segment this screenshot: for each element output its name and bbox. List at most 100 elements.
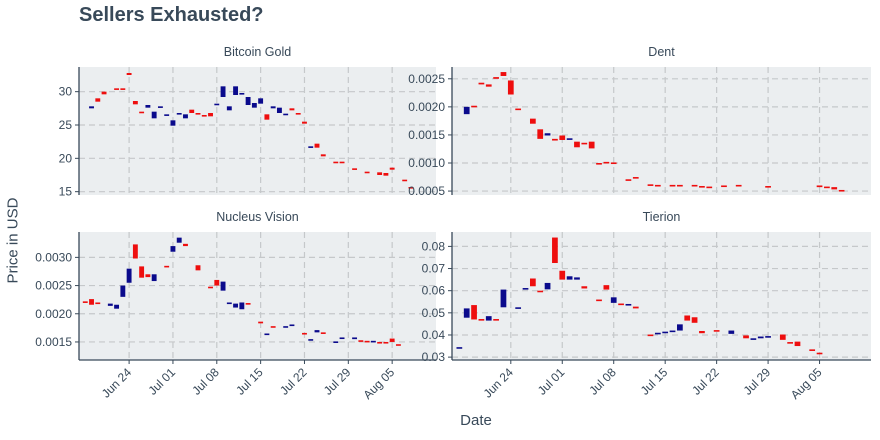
- y-tick-label: 0.0010: [408, 156, 445, 170]
- candle-dent: [838, 189, 845, 192]
- panel-background-dent: [452, 67, 871, 195]
- candle-nucleus-vision: [395, 344, 401, 346]
- y-tick-label: 0.0020: [35, 307, 72, 321]
- candle-nucleus-vision: [139, 266, 145, 278]
- candle-bitcoin-gold: [314, 143, 320, 148]
- y-tick-label: 25: [59, 118, 73, 132]
- candle-tierion: [544, 282, 551, 290]
- y-tick-label: 0.05: [422, 306, 446, 320]
- candle-bitcoin-gold: [114, 88, 120, 90]
- candle-tierion: [581, 286, 588, 289]
- candle-dent: [559, 135, 566, 140]
- candle-tierion: [515, 307, 522, 309]
- x-tick-label: Jul 15: [233, 365, 266, 398]
- candle-nucleus-vision: [95, 302, 101, 305]
- candle-tierion: [654, 332, 661, 335]
- y-tick-label: 0.04: [422, 328, 446, 342]
- candle-bitcoin-gold: [339, 161, 345, 164]
- candle-nucleus-vision: [383, 341, 389, 344]
- candle-bitcoin-gold: [151, 111, 157, 119]
- candle-tierion: [493, 319, 499, 321]
- candle-tierion: [669, 330, 676, 333]
- candle-nucleus-vision: [183, 243, 188, 247]
- y-tick-label: 0.0020: [408, 100, 445, 114]
- candle-nucleus-vision: [132, 244, 138, 259]
- x-tick-label: Aug 05: [360, 365, 397, 402]
- candle-bitcoin-gold: [201, 115, 207, 117]
- candle-bitcoin-gold: [89, 106, 94, 109]
- y-tick-label: 0.06: [422, 284, 446, 298]
- y-tick-label: 0.08: [422, 239, 446, 253]
- y-tick-label: 30: [59, 85, 73, 99]
- candle-bitcoin-gold: [408, 187, 414, 189]
- candle-dent: [735, 184, 742, 187]
- candle-bitcoin-gold: [132, 101, 138, 105]
- candle-dent: [625, 179, 632, 181]
- candle-bitcoin-gold: [264, 114, 270, 120]
- candle-bitcoin-gold: [220, 86, 226, 97]
- candle-nucleus-vision: [270, 326, 276, 328]
- y-tick-label: 0.0030: [35, 250, 72, 264]
- candle-nucleus-vision: [214, 279, 220, 286]
- panel-title-nucleus-vision: Nucleus Vision: [216, 210, 299, 224]
- candle-nucleus-vision: [195, 265, 201, 271]
- y-tick-label: 20: [59, 151, 73, 165]
- candle-tierion: [522, 288, 529, 290]
- candle-bitcoin-gold: [276, 107, 282, 113]
- candle-dent: [699, 186, 705, 188]
- candle-dent: [537, 129, 544, 139]
- candle-tierion: [809, 349, 816, 351]
- candle-nucleus-vision: [308, 339, 314, 341]
- y-tick-label: 0.0015: [408, 128, 445, 142]
- candle-bitcoin-gold: [320, 154, 326, 157]
- candle-tierion: [603, 285, 610, 290]
- candle-tierion: [537, 290, 544, 293]
- candle-dent: [721, 185, 727, 188]
- candle-nucleus-vision: [339, 337, 345, 340]
- chart-title: Sellers Exhausted?: [79, 4, 264, 26]
- candle-tierion: [529, 278, 536, 287]
- candle-bitcoin-gold: [139, 111, 145, 114]
- candle-bitcoin-gold: [308, 146, 314, 148]
- candle-tierion: [728, 330, 735, 334]
- candle-nucleus-vision: [114, 304, 120, 309]
- candle-dent: [515, 108, 522, 111]
- candle-tierion: [552, 237, 558, 264]
- candle-dent: [816, 185, 823, 188]
- candle-tierion: [699, 330, 705, 334]
- candle-nucleus-vision: [302, 332, 307, 335]
- candle-bitcoin-gold: [258, 98, 264, 104]
- candle-tierion: [574, 277, 580, 280]
- candle-tierion: [471, 305, 477, 320]
- candle-tierion: [787, 342, 794, 344]
- candle-tierion: [610, 297, 617, 303]
- candle-tierion: [456, 347, 463, 349]
- candle-nucleus-vision: [82, 301, 88, 303]
- candle-dent: [529, 118, 536, 124]
- candle-nucleus-vision: [145, 274, 151, 278]
- candle-nucleus-vision: [377, 341, 383, 344]
- candle-nucleus-vision: [89, 299, 94, 305]
- candle-nucleus-vision: [151, 274, 157, 282]
- candle-dent: [765, 186, 771, 188]
- candle-nucleus-vision: [220, 281, 226, 291]
- candle-tierion: [794, 341, 801, 347]
- candle-bitcoin-gold: [239, 93, 245, 95]
- candle-nucleus-vision: [352, 337, 358, 340]
- candle-bitcoin-gold: [377, 172, 383, 175]
- candle-bitcoin-gold: [120, 88, 126, 90]
- x-tick-label: Jul 15: [638, 365, 671, 398]
- candle-tierion: [566, 276, 573, 280]
- candle-dent: [647, 184, 654, 186]
- candle-dent: [574, 141, 580, 148]
- x-tick-label: Jul 01: [535, 365, 568, 398]
- candle-bitcoin-gold: [389, 167, 395, 170]
- candle-nucleus-vision: [358, 340, 364, 342]
- candle-tierion: [596, 299, 602, 302]
- candle-nucleus-vision: [333, 341, 339, 343]
- candle-nucleus-vision: [370, 340, 376, 343]
- candle-tierion: [750, 338, 757, 340]
- candle-tierion: [463, 308, 470, 318]
- candle-tierion: [713, 330, 720, 332]
- candle-bitcoin-gold: [383, 173, 389, 176]
